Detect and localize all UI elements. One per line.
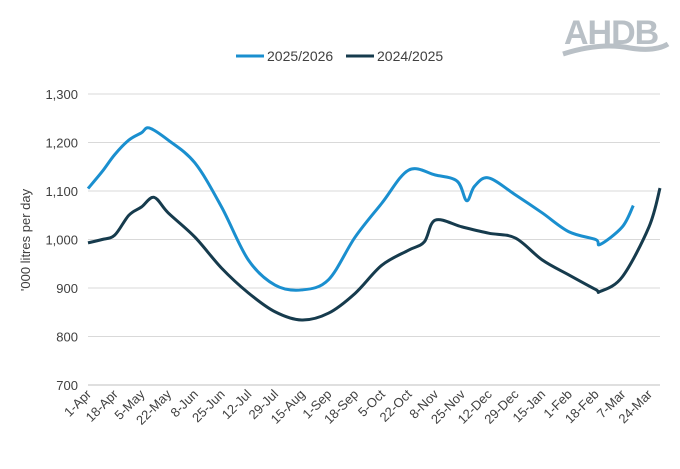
y-tick-label: 1,200 xyxy=(45,136,78,151)
legend: 2025/2026 2024/2025 xyxy=(236,48,443,64)
y-tick-label: 1,000 xyxy=(45,233,78,248)
y-tick-label: 1,100 xyxy=(45,184,78,199)
y-tick-label: 900 xyxy=(56,281,78,296)
series-line-2024-2025 xyxy=(87,187,662,322)
y-tick-label: 800 xyxy=(56,330,78,345)
ahdb-logo: AHDB xyxy=(562,14,670,57)
y-axis-label: '000 litres per day xyxy=(18,188,33,291)
y-tick-label: 700 xyxy=(56,378,78,393)
x-tick-label: 12-Jul xyxy=(219,386,255,422)
legend-label-2025-2026: 2025/2026 xyxy=(267,48,333,64)
series-line-2025-2026 xyxy=(86,126,635,292)
y-tick-label: 1,300 xyxy=(45,87,78,102)
legend-label-2024-2025: 2024/2025 xyxy=(377,48,443,64)
logo-swoosh xyxy=(562,41,670,57)
